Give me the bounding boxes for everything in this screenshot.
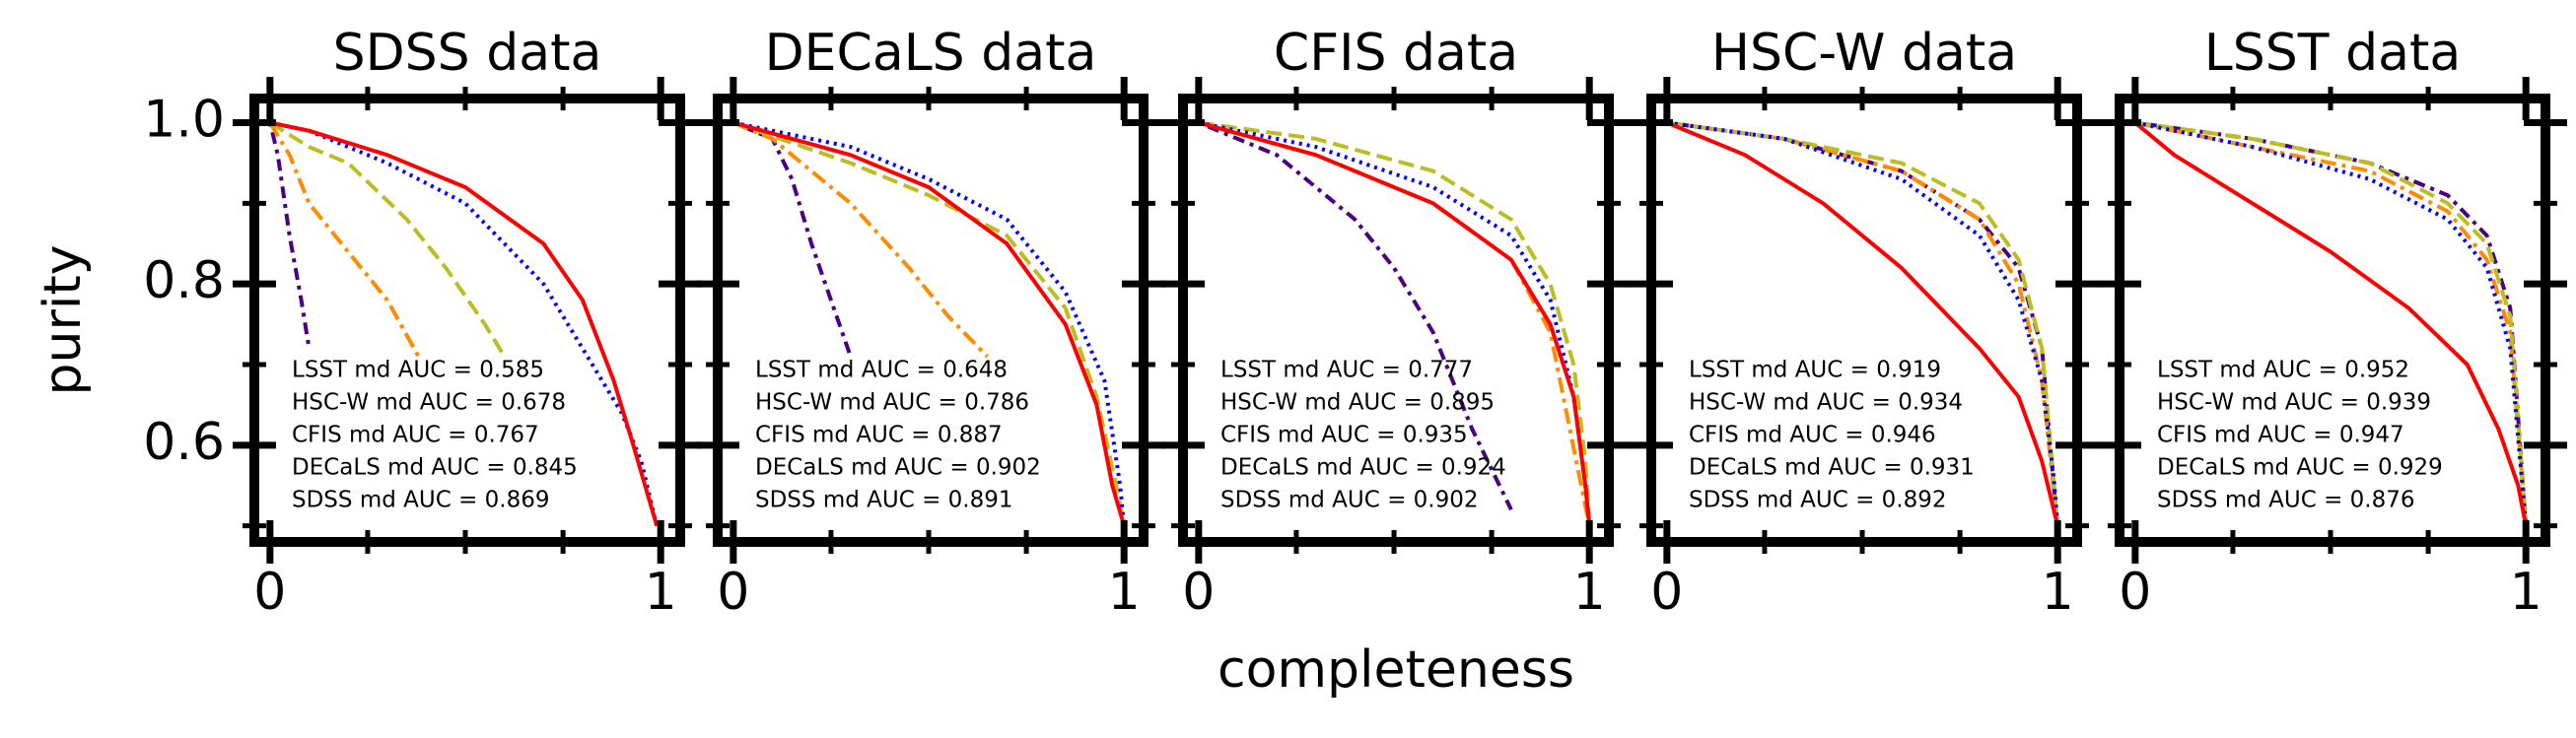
pr-curve [2134,120,2529,526]
auc-annotation: CFIS md AUC = 0.946 [1689,423,1936,448]
auc-annotation: LSST md AUC = 0.919 [1689,358,1941,383]
x-tick-label: 0 [717,563,749,622]
x-tick-label: 1 [1573,563,1606,622]
panel-title: SDSS data [333,24,602,83]
pr-curve [2134,120,2529,526]
auc-annotation: LSST md AUC = 0.648 [755,358,1008,383]
pr-curve [2133,120,2529,526]
auc-annotation: SDSS md AUC = 0.876 [2157,488,2415,513]
x-tick-label: 1 [1108,563,1141,622]
x-tick-label: 1 [2510,563,2542,622]
auc-annotation: LSST md AUC = 0.585 [292,358,544,383]
axes-frame [2115,94,2550,547]
axes-frame [713,94,1149,547]
x-tick-label: 0 [2119,563,2151,622]
pr-curve [269,120,660,527]
y-tick-label: 1.0 [143,91,225,150]
auc-annotation: DECaLS md AUC = 0.845 [292,455,578,481]
panel: HSC-W data LSST md AUC = 0.919 HSC-W md AU… [1630,24,2099,622]
auc-annotation: CFIS md AUC = 0.947 [2157,423,2404,448]
panel-title: CFIS data [1274,24,1518,83]
curves [2133,120,2529,526]
pr-curve [1666,120,2060,527]
y-tick-label: 0.6 [143,413,225,472]
x-tick-label: 0 [253,563,286,622]
pr-curve [268,121,421,358]
panel: CFIS data LSST md AUC = 0.777 HSC-W md AUC… [1161,24,1631,700]
curves [1198,120,1592,526]
x-tick-label: 1 [2042,563,2074,622]
auc-annotation: HSC-W md AUC = 0.678 [292,390,566,416]
axes-frame [249,94,685,547]
auc-annotation: LSST md AUC = 0.777 [1220,358,1473,383]
auc-annotation: LSST md AUC = 0.952 [2157,358,2409,383]
auc-annotation: SDSS md AUC = 0.902 [1220,488,1479,513]
pr-curve [269,120,660,527]
x-tick-label: 0 [1182,563,1215,622]
auc-annotation: CFIS md AUC = 0.887 [755,423,1003,448]
auc-annotation: HSC-W md AUC = 0.934 [1689,390,1963,416]
auc-annotation: SDSS md AUC = 0.892 [1689,488,1947,513]
pr-curve [1198,120,1592,526]
y-tick-label: 0.8 [143,251,225,310]
curves [267,120,660,527]
panel-title: HSC-W data [1711,24,2017,83]
auc-annotation: DECaLS md AUC = 0.902 [755,455,1041,481]
curves [1666,120,2060,527]
curves [732,120,1127,527]
pr-curve [732,120,1127,526]
panel-title: DECaLS data [765,24,1097,83]
auc-annotation: HSC-W md AUC = 0.786 [755,390,1029,416]
auc-annotation: DECaLS md AUC = 0.924 [1220,455,1506,481]
auc-annotation: CFIS md AUC = 0.935 [1220,423,1468,448]
panel-title: LSST data [2204,24,2461,83]
panel: SDSS data LSST md AUC = 0.585 HSC-W md AUC… [34,24,702,622]
pr-curve [732,120,853,358]
pr-curve [732,120,989,359]
auc-annotation: SDSS md AUC = 0.869 [292,488,550,513]
pr-curve [268,120,507,358]
auc-annotation: SDSS md AUC = 0.891 [755,488,1013,513]
axes-frame [1178,94,1614,547]
auc-annotation: DECaLS md AUC = 0.929 [2157,455,2443,481]
auc-annotation: CFIS md AUC = 0.767 [292,423,539,448]
pr-curve [2134,120,2529,526]
pr-curve [267,122,312,349]
pr-curve [1198,120,1513,511]
x-tick-label: 1 [645,563,677,622]
panel: DECaLS data LSST md AUC = 0.648 HSC-W md A… [696,24,1165,622]
auc-annotation: HSC-W md AUC = 0.939 [2157,390,2431,416]
auc-annotation: HSC-W md AUC = 0.895 [1220,390,1495,416]
x-tick-label: 0 [1650,563,1683,622]
pr-curve [732,120,1127,526]
pr-curve [1198,120,1592,526]
x-axis-label: completeness [1218,640,1574,700]
y-axis-label: purity [34,245,93,396]
auc-annotation: DECaLS md AUC = 0.931 [1689,455,1975,481]
axes-frame [1646,94,2082,547]
pr-curve [732,120,1127,527]
panel: LSST data LSST md AUC = 0.952 HSC-W md AUC… [2098,24,2567,622]
